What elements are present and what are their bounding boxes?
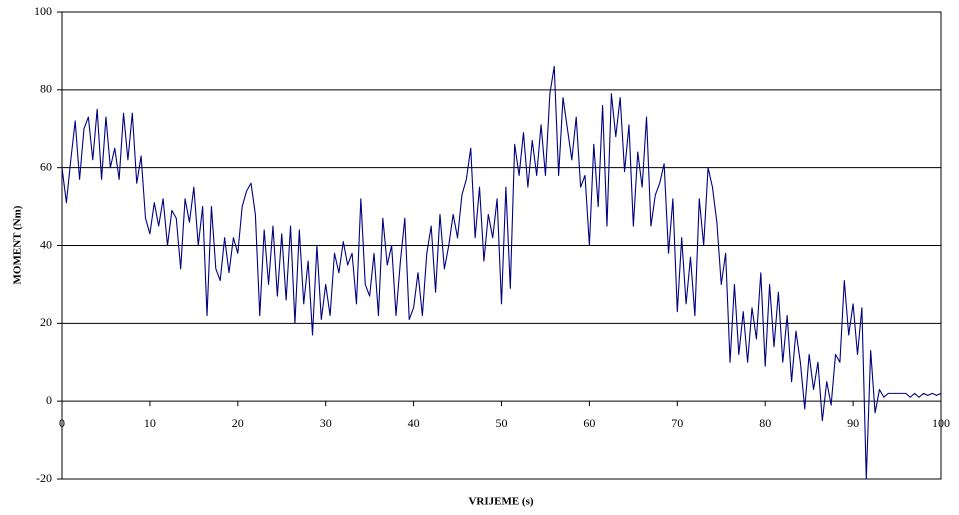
x-tick-label: 10 — [144, 416, 156, 430]
y-tick-label: 20 — [40, 315, 52, 329]
x-tick-label: 50 — [496, 416, 508, 430]
y-tick-label: 80 — [40, 82, 52, 96]
y-tick-label: -20 — [36, 471, 52, 485]
y-tick-label: 60 — [40, 159, 52, 173]
y-axis-label: MOMENT (Nm) — [12, 205, 24, 284]
x-tick-label: 20 — [232, 416, 244, 430]
x-axis-label: VRIJEME (s) — [468, 496, 533, 508]
data-line — [61, 65, 942, 480]
y-tick-label: 40 — [40, 237, 52, 251]
x-tick-label: 90 — [847, 416, 859, 430]
x-tick-label: 80 — [759, 416, 771, 430]
x-tick-label: 70 — [671, 416, 683, 430]
x-tick-label: 30 — [320, 416, 332, 430]
x-tick-label: 100 — [932, 416, 950, 430]
x-tick-label: 40 — [408, 416, 420, 430]
y-tick-label: 0 — [46, 393, 52, 407]
x-tick-label: 60 — [583, 416, 595, 430]
y-tick-label: 100 — [34, 4, 52, 18]
x-tick-label: 0 — [59, 416, 65, 430]
